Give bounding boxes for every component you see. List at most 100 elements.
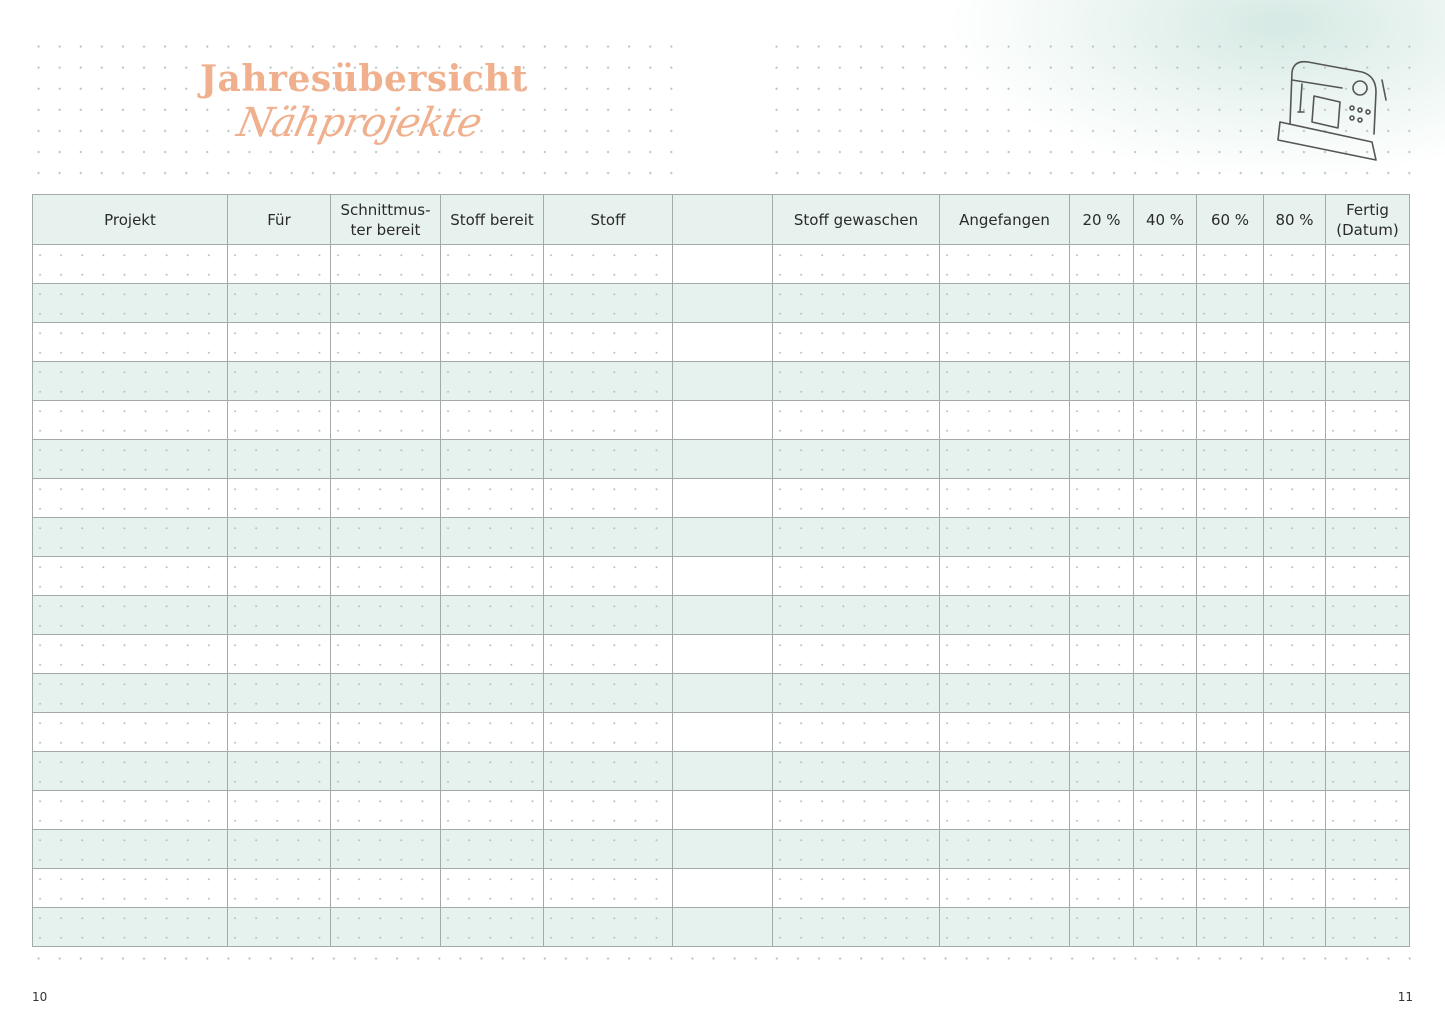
table-cell[interactable]: [330, 517, 441, 557]
table-cell[interactable]: [1133, 322, 1197, 362]
table-cell[interactable]: [1263, 556, 1326, 596]
table-cell[interactable]: [330, 790, 441, 830]
table-cell[interactable]: [1325, 907, 1410, 947]
table-cell[interactable]: [1133, 517, 1197, 557]
table-cell[interactable]: [543, 790, 673, 830]
table-cell[interactable]: [1069, 907, 1134, 947]
table-cell[interactable]: [227, 361, 331, 401]
table-cell[interactable]: [543, 868, 673, 908]
table-cell[interactable]: [772, 673, 940, 713]
table-cell[interactable]: [1133, 712, 1197, 752]
table-cell[interactable]: [1263, 517, 1326, 557]
table-cell[interactable]: [1133, 283, 1197, 323]
table-cell[interactable]: [672, 712, 773, 752]
table-cell[interactable]: [1325, 283, 1410, 323]
table-cell[interactable]: [772, 595, 940, 635]
table-cell[interactable]: [1069, 439, 1134, 479]
table-cell[interactable]: [227, 439, 331, 479]
table-cell[interactable]: [32, 829, 228, 869]
table-cell[interactable]: [543, 244, 673, 284]
table-cell[interactable]: [672, 673, 773, 713]
table-cell[interactable]: [543, 556, 673, 596]
table-cell[interactable]: [672, 595, 773, 635]
table-cell[interactable]: [227, 712, 331, 752]
table-cell[interactable]: [939, 829, 1070, 869]
table-cell[interactable]: [672, 361, 773, 401]
table-cell[interactable]: [440, 907, 544, 947]
table-cell[interactable]: [772, 244, 940, 284]
table-cell[interactable]: [32, 517, 228, 557]
table-cell[interactable]: [1069, 790, 1134, 830]
table-cell[interactable]: [1196, 751, 1264, 791]
table-cell[interactable]: [1263, 907, 1326, 947]
table-cell[interactable]: [939, 283, 1070, 323]
table-cell[interactable]: [1069, 244, 1134, 284]
table-cell[interactable]: [1325, 829, 1410, 869]
table-cell[interactable]: [227, 283, 331, 323]
table-cell[interactable]: [543, 595, 673, 635]
table-cell[interactable]: [440, 595, 544, 635]
table-cell[interactable]: [227, 478, 331, 518]
table-cell[interactable]: [1196, 478, 1264, 518]
table-cell[interactable]: [32, 907, 228, 947]
table-cell[interactable]: [772, 907, 940, 947]
table-cell[interactable]: [1325, 322, 1410, 362]
table-cell[interactable]: [1069, 673, 1134, 713]
table-cell[interactable]: [1133, 244, 1197, 284]
table-cell[interactable]: [939, 322, 1070, 362]
table-cell[interactable]: [227, 244, 331, 284]
table-cell[interactable]: [1069, 868, 1134, 908]
table-cell[interactable]: [1325, 244, 1410, 284]
table-cell[interactable]: [939, 907, 1070, 947]
table-cell[interactable]: [1069, 400, 1134, 440]
table-cell[interactable]: [330, 244, 441, 284]
table-cell[interactable]: [1263, 634, 1326, 674]
table-cell[interactable]: [1263, 829, 1326, 869]
table-cell[interactable]: [939, 868, 1070, 908]
table-cell[interactable]: [1133, 439, 1197, 479]
table-cell[interactable]: [543, 907, 673, 947]
table-cell[interactable]: [672, 478, 773, 518]
table-cell[interactable]: [1325, 634, 1410, 674]
table-cell[interactable]: [440, 283, 544, 323]
table-cell[interactable]: [1196, 595, 1264, 635]
table-cell[interactable]: [1069, 283, 1134, 323]
table-cell[interactable]: [1263, 595, 1326, 635]
table-cell[interactable]: [1263, 439, 1326, 479]
table-cell[interactable]: [543, 439, 673, 479]
table-cell[interactable]: [1069, 595, 1134, 635]
table-cell[interactable]: [772, 634, 940, 674]
table-cell[interactable]: [1196, 829, 1264, 869]
table-cell[interactable]: [330, 478, 441, 518]
table-cell[interactable]: [330, 634, 441, 674]
table-cell[interactable]: [1325, 400, 1410, 440]
table-cell[interactable]: [1263, 673, 1326, 713]
table-cell[interactable]: [227, 556, 331, 596]
table-cell[interactable]: [543, 283, 673, 323]
table-cell[interactable]: [672, 790, 773, 830]
table-cell[interactable]: [1196, 244, 1264, 284]
table-cell[interactable]: [32, 634, 228, 674]
table-cell[interactable]: [1263, 868, 1326, 908]
table-cell[interactable]: [672, 283, 773, 323]
table-cell[interactable]: [440, 556, 544, 596]
table-cell[interactable]: [227, 517, 331, 557]
table-cell[interactable]: [1263, 361, 1326, 401]
table-cell[interactable]: [939, 439, 1070, 479]
table-cell[interactable]: [32, 790, 228, 830]
table-cell[interactable]: [440, 868, 544, 908]
table-cell[interactable]: [330, 712, 441, 752]
table-cell[interactable]: [440, 517, 544, 557]
table-cell[interactable]: [1263, 283, 1326, 323]
table-cell[interactable]: [32, 751, 228, 791]
table-cell[interactable]: [1069, 517, 1134, 557]
table-cell[interactable]: [330, 907, 441, 947]
table-cell[interactable]: [440, 478, 544, 518]
table-cell[interactable]: [1133, 478, 1197, 518]
table-cell[interactable]: [1263, 478, 1326, 518]
table-cell[interactable]: [440, 829, 544, 869]
table-cell[interactable]: [1069, 829, 1134, 869]
table-cell[interactable]: [1069, 751, 1134, 791]
table-cell[interactable]: [672, 751, 773, 791]
table-cell[interactable]: [672, 517, 773, 557]
